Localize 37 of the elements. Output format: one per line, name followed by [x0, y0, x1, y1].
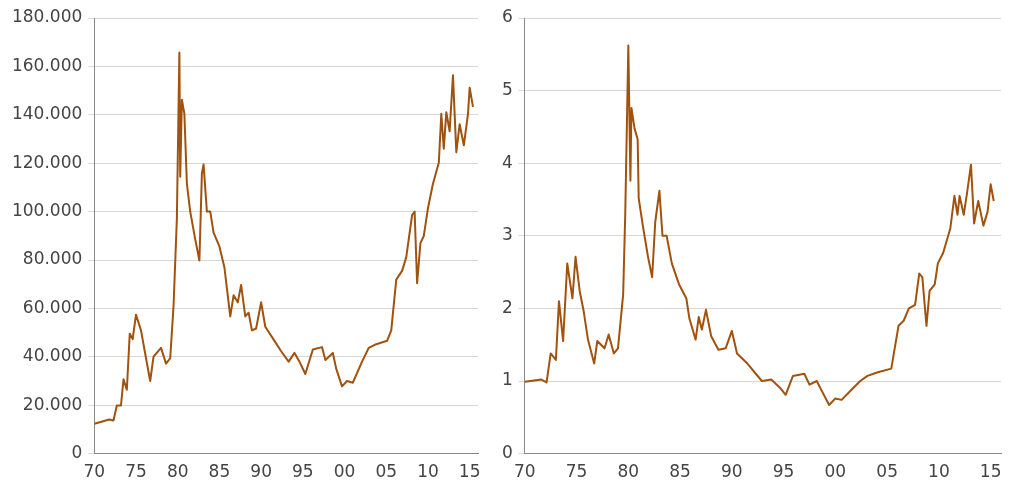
- y-tick-label: 0: [71, 442, 83, 463]
- y-tick-label: 5: [501, 79, 513, 100]
- x-tick-label: 80: [166, 461, 189, 482]
- x-tick-label: 70: [514, 461, 536, 482]
- y-tick-label: 2: [501, 296, 513, 317]
- x-tick-label: 80: [617, 461, 640, 482]
- y-tick-label: 0: [501, 442, 513, 463]
- x-tick-label: 85: [208, 461, 231, 482]
- x-tick-label: 70: [83, 461, 106, 482]
- x-tick-label: 95: [772, 461, 795, 482]
- x-tick-label: 05: [375, 461, 398, 482]
- y-tick-label: 1: [501, 369, 513, 390]
- x-tick-label: 10: [928, 461, 950, 482]
- x-tick-label: 90: [250, 461, 272, 482]
- x-tick-label: 15: [458, 461, 481, 482]
- x-tick-label: 15: [979, 461, 1002, 482]
- y-tick-label: 40.000: [22, 345, 83, 366]
- y-tick-label: 3: [501, 224, 513, 245]
- y-tick-label: 140.000: [11, 103, 83, 124]
- y-tick-label: 180.000: [11, 6, 83, 27]
- y-tick-label: 80.000: [22, 248, 83, 269]
- y-tick-label: 6: [501, 6, 513, 27]
- x-tick-label: 75: [125, 461, 147, 482]
- y-tick-label: 160.000: [11, 54, 83, 75]
- y-tick-label: 60.000: [22, 296, 83, 317]
- x-tick-label: 00: [824, 461, 847, 482]
- x-tick-label: 95: [292, 461, 314, 482]
- y-tick-label: 20.000: [22, 393, 83, 414]
- y-tick-label: 4: [501, 151, 513, 172]
- x-tick-label: 05: [876, 461, 898, 482]
- y-tick-label: 100.000: [11, 200, 83, 221]
- x-tick-label: 75: [565, 461, 588, 482]
- x-tick-label: 00: [333, 461, 356, 482]
- y-tick-label: 120.000: [11, 151, 83, 172]
- x-tick-label: 85: [669, 461, 691, 482]
- x-tick-label: 10: [417, 461, 439, 482]
- x-tick-label: 90: [721, 461, 743, 482]
